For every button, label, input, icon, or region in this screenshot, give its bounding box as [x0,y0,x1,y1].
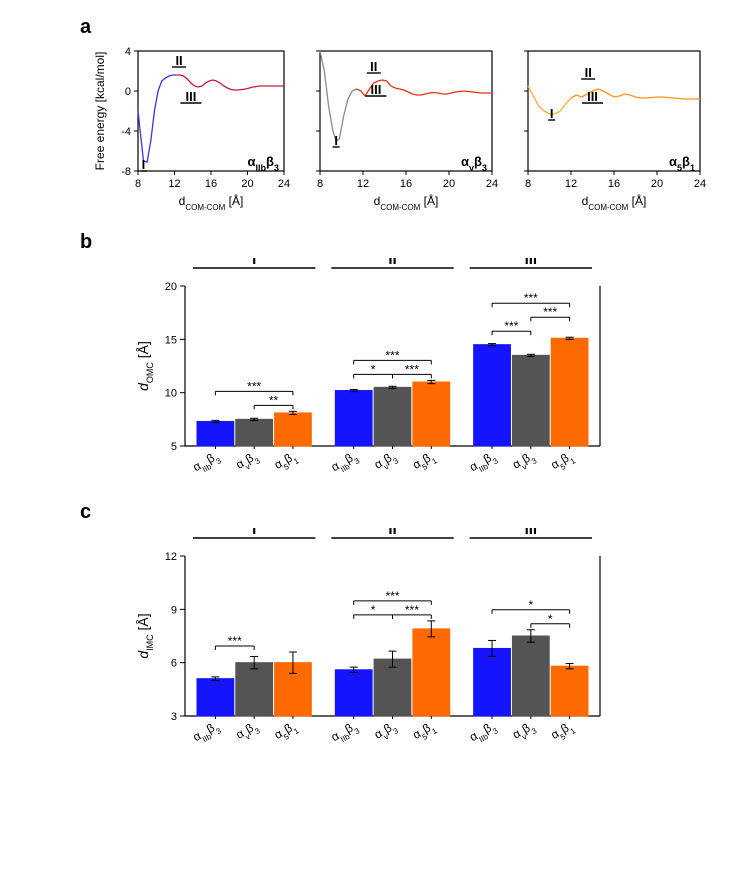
svg-text:αvβ3: αvβ3 [233,448,262,475]
svg-text:I: I [334,133,338,148]
svg-text:10: 10 [165,388,177,400]
panel-a-label: a [80,16,730,39]
panel-a-row: -8 -4 0 4 8 12 16 20 24 dCOM-COM [Å] Free energy [… [90,43,730,213]
svg-text:8: 8 [135,178,141,190]
svg-text:***: *** [247,379,261,393]
svg-text:III: III [587,89,598,104]
svg-text:8: 8 [317,178,323,190]
svg-text:III: III [370,82,381,97]
svg-text:αvβ3: αvβ3 [372,718,401,745]
svg-text:α5β1: α5β1 [272,448,301,475]
svg-text:dOMC [Å]: dOMC [Å] [135,341,155,391]
svg-text:dCOM-COM [Å]: dCOM-COM [Å] [582,193,647,212]
svg-text:αIIbβ3: αIIbβ3 [190,448,223,477]
svg-text:20: 20 [165,281,177,293]
svg-text:I: I [252,528,256,538]
svg-text:αIIbβ3: αIIbβ3 [248,154,279,173]
svg-text:-4: -4 [121,126,131,138]
svg-text:α5β1: α5β1 [669,154,695,173]
panel-c-label: c [80,501,730,524]
panel-c-chart: 36912dIMC [Å]αIIbβ3αvβ3α5β1I***αIIbβ3αvβ… [130,528,610,758]
svg-text:αvβ3: αvβ3 [233,718,262,745]
svg-text:**: ** [269,393,279,407]
svg-text:αvβ3: αvβ3 [372,448,401,475]
svg-text:***: *** [543,305,557,319]
svg-text:II: II [370,59,377,74]
svg-text:II: II [388,528,396,538]
panel-b-label: b [80,231,730,254]
svg-text:6: 6 [171,658,177,670]
svg-text:α5β1: α5β1 [272,718,301,745]
svg-text:24: 24 [486,178,498,190]
svg-text:αIIbβ3: αIIbβ3 [329,448,362,477]
svg-text:α5β1: α5β1 [548,448,577,475]
figure-root: a -8 -4 0 4 8 12 16 20 24 dCOM-COM [Å] Free energy… [0,0,750,783]
svg-text:***: *** [504,319,518,333]
svg-text:8: 8 [525,178,531,190]
svg-text:αIIbβ3: αIIbβ3 [190,718,223,747]
svg-text:I: I [142,157,146,172]
svg-text:*: * [528,598,533,612]
svg-text:***: *** [385,348,399,362]
panel-a-subplot-0: -8 -4 0 4 8 12 16 20 24 dCOM-COM [Å] Free energy [… [90,43,290,213]
svg-text:-8: -8 [121,166,131,178]
svg-text:12: 12 [565,178,577,190]
svg-text:II: II [175,53,182,68]
panel-a-subplot-1: 812162024dCOM-COM [Å]IIIIIIαvβ3 [298,43,498,213]
svg-text:II: II [585,65,592,80]
svg-text:12: 12 [165,551,177,563]
svg-text:II: II [388,258,396,268]
svg-text:4: 4 [125,46,131,58]
svg-text:*: * [371,362,376,376]
svg-text:20: 20 [651,178,663,190]
svg-text:***: *** [524,291,538,305]
svg-text:16: 16 [205,178,217,190]
svg-text:III: III [525,528,538,538]
svg-text:0: 0 [125,86,131,98]
svg-text:αIIbβ3: αIIbβ3 [329,718,362,747]
svg-text:***: *** [405,362,419,376]
svg-text:9: 9 [171,604,177,616]
panel-b-chart: 5101520dOMC [Å]αIIbβ3αvβ3α5β1I*****αIIbβ… [130,258,610,488]
svg-text:αIIbβ3: αIIbβ3 [467,718,500,747]
svg-text:3: 3 [171,711,177,723]
svg-text:***: *** [228,634,242,648]
svg-text:dIMC [Å]: dIMC [Å] [135,613,155,658]
svg-text:dCOM-COM [Å]: dCOM-COM [Å] [374,193,439,212]
svg-text:α5β1: α5β1 [548,718,577,745]
svg-text:20: 20 [443,178,455,190]
svg-text:I: I [252,258,256,268]
svg-text:III: III [525,258,538,268]
svg-text:***: *** [385,589,399,603]
svg-text:αvβ3: αvβ3 [461,154,487,173]
svg-text:12: 12 [357,178,369,190]
svg-text:5: 5 [171,441,177,453]
svg-text:αvβ3: αvβ3 [510,718,539,745]
svg-text:dCOM-COM [Å]: dCOM-COM [Å] [179,193,244,212]
panel-b-row: 5101520dOMC [Å]αIIbβ3αvβ3α5β1I*****αIIbβ… [130,258,730,493]
svg-text:αvβ3: αvβ3 [510,448,539,475]
svg-text:*: * [371,603,376,617]
panel-c-row: 36912dIMC [Å]αIIbβ3αvβ3α5β1I***αIIbβ3αvβ… [130,528,730,763]
svg-text:24: 24 [278,178,290,190]
svg-text:αIIbβ3: αIIbβ3 [467,448,500,477]
svg-text:Free energy [kcal/mol]: Free energy [kcal/mol] [93,52,107,171]
svg-text:16: 16 [608,178,620,190]
svg-text:20: 20 [241,178,253,190]
svg-text:α5β1: α5β1 [410,448,439,475]
svg-text:I: I [550,106,554,121]
svg-text:15: 15 [165,334,177,346]
svg-text:α5β1: α5β1 [410,718,439,745]
svg-text:*: * [548,612,553,626]
panel-a-subplot-2: 812162024dCOM-COM [Å]IIIIIIα5β1 [506,43,706,213]
svg-text:12: 12 [168,178,180,190]
svg-text:***: *** [405,603,419,617]
svg-text:III: III [186,89,197,104]
svg-text:16: 16 [400,178,412,190]
svg-text:24: 24 [694,178,706,190]
